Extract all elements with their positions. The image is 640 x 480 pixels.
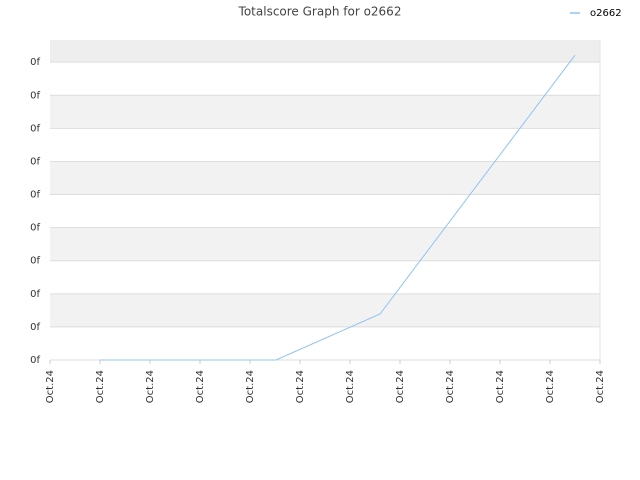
chart-title: Totalscore Graph for o2662 bbox=[238, 5, 402, 19]
x-tick-label: Oct.24 bbox=[395, 370, 406, 403]
y-tick-label: 0f bbox=[30, 123, 40, 134]
band bbox=[50, 293, 600, 327]
x-tick-label: Oct.24 bbox=[195, 370, 206, 403]
y-tick-label: 0f bbox=[30, 90, 40, 101]
series-line bbox=[100, 54, 576, 361]
x-tick-label: Oct.24 bbox=[495, 370, 506, 403]
x-tick-label: Oct.24 bbox=[595, 370, 606, 403]
y-tick-label: 0f bbox=[30, 289, 40, 300]
x-tick-label: Oct.24 bbox=[445, 370, 456, 403]
y-tick-label: 0f bbox=[30, 256, 40, 267]
band bbox=[50, 62, 600, 96]
band bbox=[50, 326, 600, 360]
band bbox=[50, 227, 600, 261]
y-tick-label: 0f bbox=[30, 223, 40, 234]
y-tick-label: 0f bbox=[30, 190, 40, 201]
x-tick-label: Oct.24 bbox=[45, 370, 56, 403]
band bbox=[50, 95, 600, 129]
x-tick-label: Oct.24 bbox=[145, 370, 156, 403]
band bbox=[50, 128, 600, 162]
x-tick-label: Oct.24 bbox=[245, 370, 256, 403]
x-tick-label: Oct.24 bbox=[95, 370, 106, 403]
band bbox=[50, 194, 600, 228]
legend-label: o2662 bbox=[590, 8, 622, 19]
band bbox=[50, 260, 600, 294]
band bbox=[50, 40, 600, 63]
x-tick-label: Oct.24 bbox=[545, 370, 556, 403]
x-tick-label: Oct.24 bbox=[345, 370, 356, 403]
y-tick-label: 0f bbox=[30, 355, 40, 366]
y-tick-label: 0f bbox=[30, 322, 40, 333]
x-tick-label: Oct.24 bbox=[295, 370, 306, 403]
band bbox=[50, 161, 600, 195]
y-tick-label: 0f bbox=[30, 156, 40, 167]
y-tick-label: 0f bbox=[30, 57, 40, 68]
